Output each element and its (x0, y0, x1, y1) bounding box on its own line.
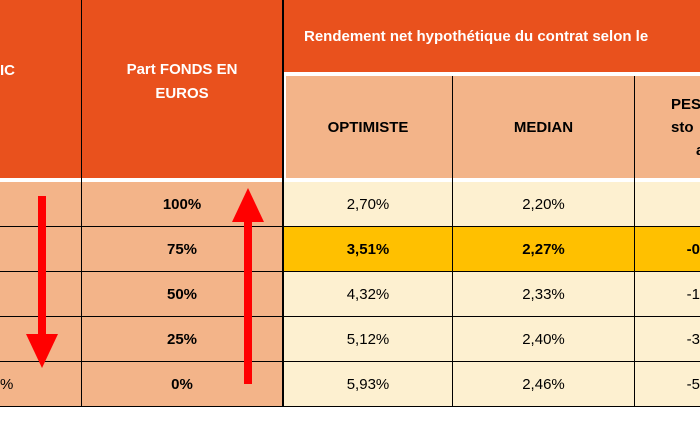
grid-line (452, 76, 453, 406)
header-part-line2: EUROS (155, 85, 209, 102)
grid-line (282, 0, 284, 406)
table-row-5-optimiste: 5,93% (284, 362, 452, 406)
subheader-pess-line3: a (671, 139, 700, 162)
table-row-2-optimiste: 3,51% (284, 227, 452, 271)
table-row-4-pessimiste: -3 (635, 317, 700, 361)
grid-line (0, 271, 700, 272)
grid-line (634, 76, 635, 406)
table-row-5-median: 2,46% (453, 362, 634, 406)
table-row-4-optimiste: 5,12% (284, 317, 452, 361)
header-part-line1: Part FONDS EN (126, 61, 238, 78)
grid-line (0, 226, 700, 227)
header-col1: IC (0, 0, 82, 178)
subheader-optimiste-label: OPTIMISTE (327, 118, 409, 136)
header-rendement-label: Rendement net hypothétique du contrat se… (304, 27, 649, 45)
table-row-2-pessimiste: -0 (635, 227, 700, 271)
grid-line (81, 0, 82, 406)
grid-line (0, 361, 700, 362)
subheader-pessimiste: PES sto a (635, 76, 700, 178)
subheader-median-label: MEDIAN (513, 118, 574, 136)
table-row-2-median: 2,27% (453, 227, 634, 271)
table-row-1-optimiste: 2,70% (284, 182, 452, 226)
table-row-4-median: 2,40% (453, 317, 634, 361)
header-col1-label: IC (0, 62, 15, 79)
arrow-down-icon (26, 196, 58, 368)
table-row-5-pessimiste: -5 (635, 362, 700, 406)
table-row-3-optimiste: 4,32% (284, 272, 452, 316)
table-row-1-pessimiste (635, 182, 700, 226)
grid-line (0, 406, 700, 407)
subheader-pess-line2: sto (671, 118, 694, 136)
table-row-1-median: 2,20% (453, 182, 634, 226)
table-row-3-pessimiste: -1 (635, 272, 700, 316)
header-rendement-group: Rendement net hypothétique du contrat se… (284, 0, 700, 72)
arrow-up-icon (232, 188, 264, 384)
table-row-3-median: 2,33% (453, 272, 634, 316)
grid-line (0, 316, 700, 317)
subheader-optimiste: OPTIMISTE (284, 76, 452, 178)
header-part-fonds-euros: Part FONDS EN EUROS (82, 0, 282, 178)
subheader-pess-line1: PES (671, 95, 700, 113)
subheader-median: MEDIAN (453, 76, 634, 178)
table-row-5-left: % (0, 362, 82, 406)
